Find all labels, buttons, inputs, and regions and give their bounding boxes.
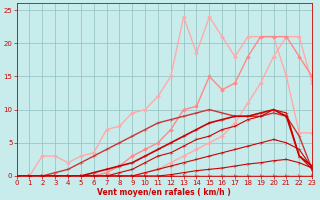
- X-axis label: Vent moyen/en rafales ( km/h ): Vent moyen/en rafales ( km/h ): [98, 188, 231, 197]
